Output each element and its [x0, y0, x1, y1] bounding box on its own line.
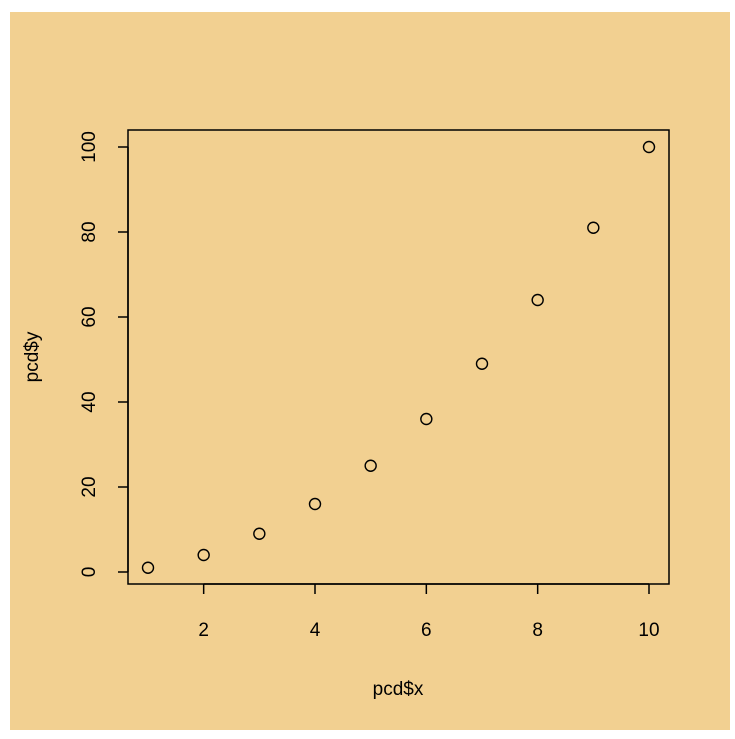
plot-panel: 2 4 6 8 10 0 20 40 60 80 100 pcd$x pcd$y [10, 12, 730, 730]
data-points [141, 140, 656, 574]
y-tick-label: 20 [79, 476, 100, 497]
x-tick-label: 10 [638, 620, 659, 641]
y-tick-label: 100 [79, 131, 100, 163]
data-point [364, 459, 377, 472]
data-point [420, 412, 433, 426]
y-axis: 0 20 40 60 80 100 [79, 131, 129, 578]
data-point [642, 140, 656, 154]
data-point [141, 561, 155, 574]
data-point [587, 221, 600, 234]
y-tick-label: 40 [79, 391, 100, 412]
x-tick-label: 4 [310, 620, 321, 641]
x-tick-label: 6 [421, 620, 432, 641]
data-point [531, 293, 544, 307]
data-point [253, 527, 266, 540]
y-tick-label: 80 [79, 221, 100, 242]
data-point [475, 357, 489, 370]
chart-background [10, 12, 730, 730]
y-axis-label: pcd$y [22, 331, 43, 382]
x-tick-label: 2 [198, 620, 209, 641]
x-tick-label: 8 [532, 620, 543, 641]
y-tick-label: 0 [79, 567, 100, 578]
scatter-chart: 2 4 6 8 10 0 20 40 60 80 100 pcd$x pcd$y [10, 12, 730, 730]
x-axis-label: pcd$x [373, 679, 424, 700]
y-tick-label: 60 [79, 306, 100, 327]
x-axis: 2 4 6 8 10 [198, 583, 660, 641]
data-point [308, 497, 322, 511]
data-point [197, 548, 210, 562]
